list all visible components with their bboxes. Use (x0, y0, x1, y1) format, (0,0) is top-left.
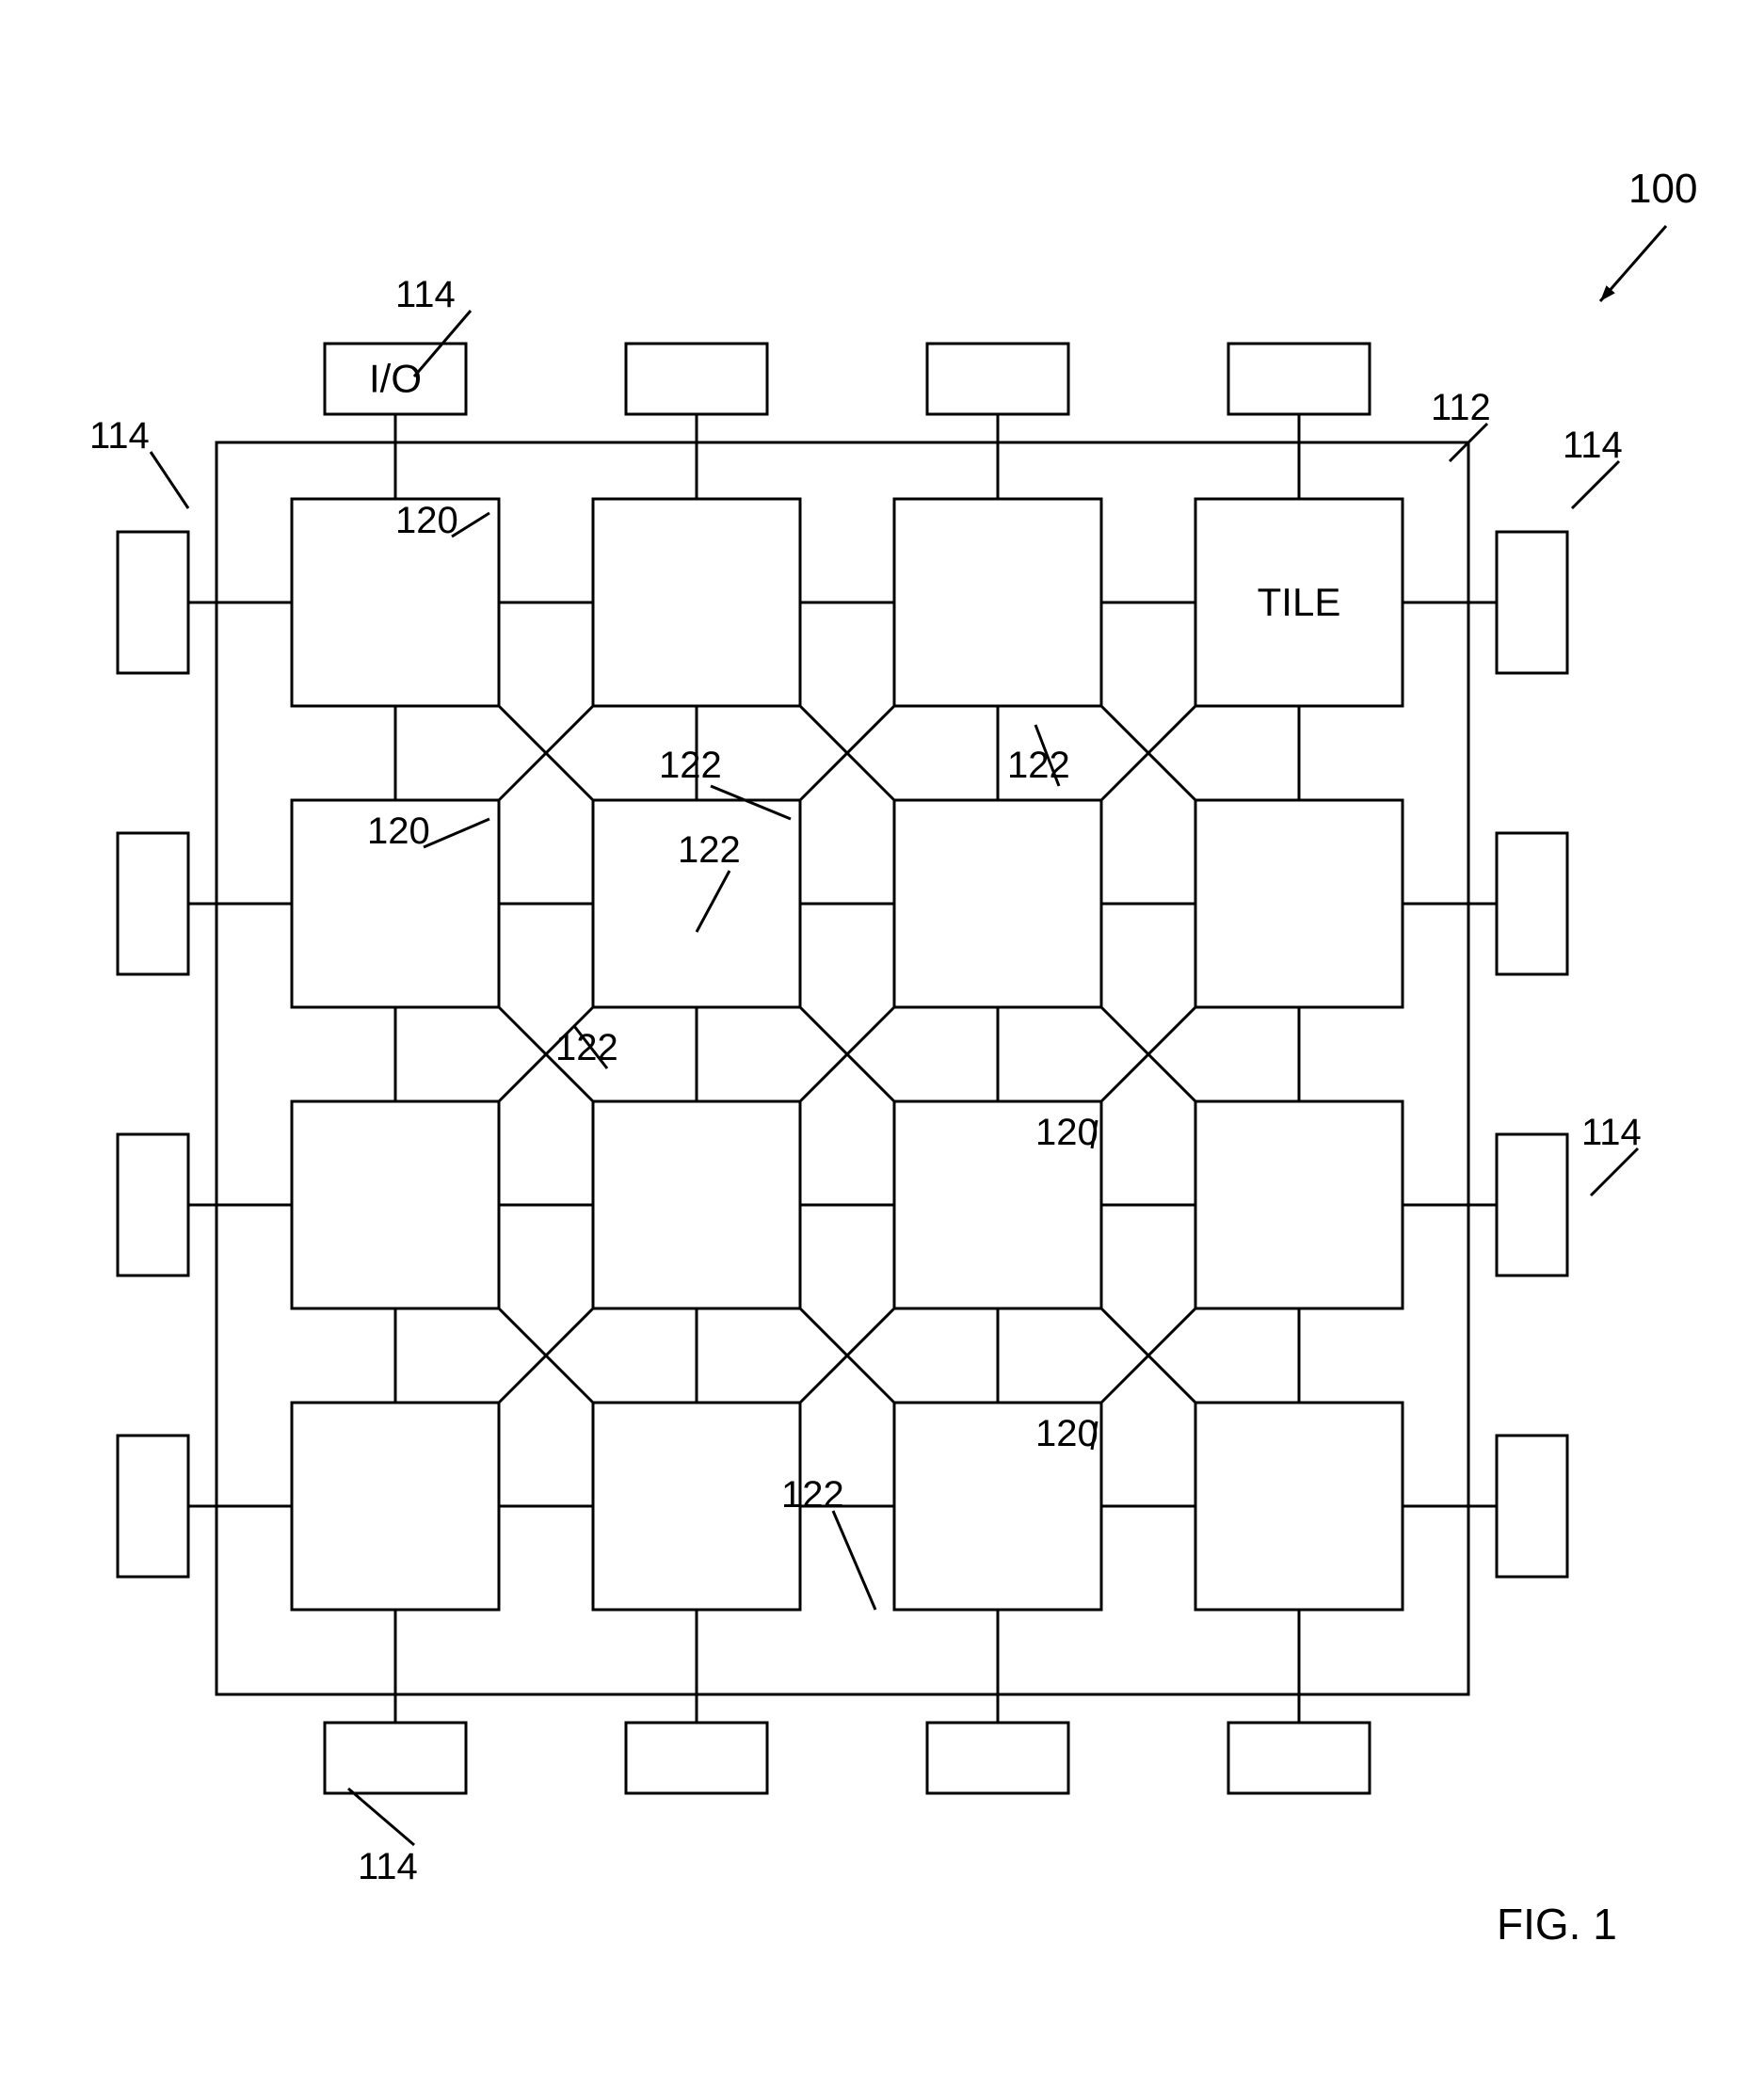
svg-text:122: 122 (678, 829, 741, 871)
svg-text:120: 120 (1035, 1413, 1098, 1454)
svg-text:TILE: TILE (1258, 580, 1341, 624)
svg-text:114: 114 (89, 415, 150, 457)
svg-text:120: 120 (1035, 1112, 1098, 1153)
svg-text:122: 122 (555, 1027, 618, 1068)
svg-text:122: 122 (659, 745, 722, 786)
svg-text:122: 122 (781, 1474, 844, 1516)
svg-text:FIG. 1: FIG. 1 (1497, 1900, 1617, 1949)
svg-text:114: 114 (358, 1846, 418, 1887)
svg-text:114: 114 (1581, 1112, 1642, 1153)
svg-text:I/O: I/O (369, 357, 422, 401)
svg-text:114: 114 (395, 274, 456, 315)
svg-text:114: 114 (1563, 425, 1623, 466)
svg-text:122: 122 (1007, 745, 1070, 786)
svg-text:112: 112 (1431, 387, 1491, 428)
svg-text:120: 120 (395, 500, 458, 541)
svg-text:100: 100 (1628, 166, 1697, 212)
svg-text:120: 120 (367, 810, 430, 852)
